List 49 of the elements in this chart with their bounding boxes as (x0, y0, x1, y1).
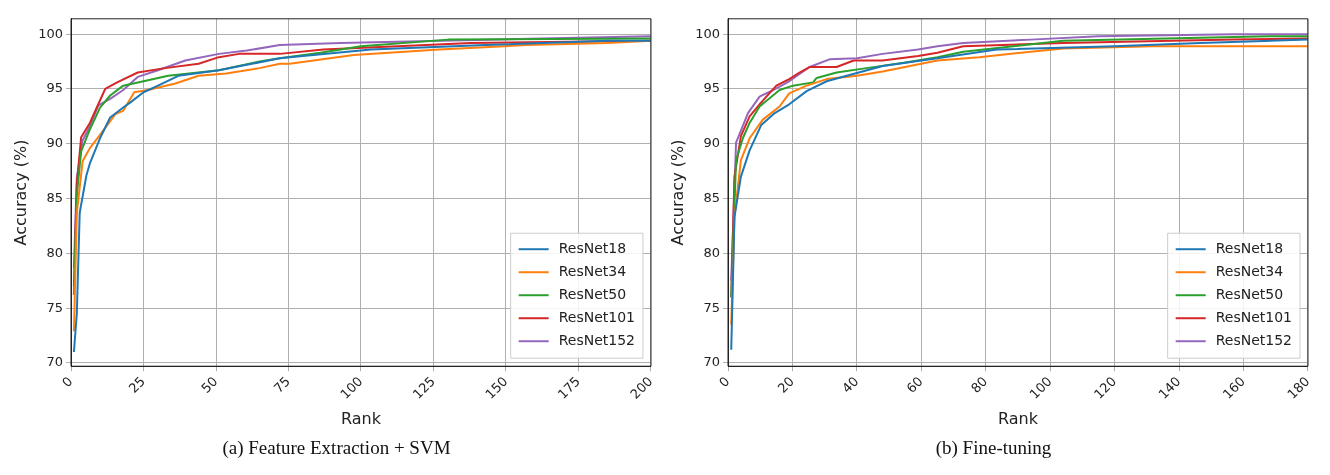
legend-label: ResNet18 (558, 239, 627, 256)
y-tick-label: 80 (46, 244, 64, 260)
legend-label: ResNet101 (558, 308, 635, 325)
x-tick-label: 125 (409, 373, 438, 402)
x-tick-label: 100 (337, 373, 366, 402)
y-tick-label: 90 (46, 135, 64, 151)
y-tick-label: 85 (46, 189, 64, 205)
x-tick-label: 20 (774, 373, 797, 396)
x-tick-label: 80 (967, 373, 991, 396)
legend-label: ResNet152 (558, 331, 635, 348)
y-tick-label: 70 (703, 354, 721, 370)
y-tick-label: 90 (703, 135, 721, 151)
text: (b) Fine-tuning (934, 437, 1053, 459)
x-tick-label: 175 (554, 373, 583, 402)
y-tick-label: 70 (46, 354, 64, 370)
x-tick-label: 200 (627, 373, 656, 402)
x-tick-label: 180 (1284, 373, 1313, 402)
legend-label: ResNet50 (1215, 285, 1284, 302)
x-axis-title: Rank (341, 408, 382, 428)
x-tick-label: 50 (198, 373, 221, 396)
x-tick-label: 75 (270, 373, 293, 396)
y-tick-label: 75 (703, 299, 721, 315)
legend-label: ResNet18 (1215, 239, 1284, 256)
x-tick-label: 140 (1155, 373, 1184, 402)
y-tick-label: 100 (695, 25, 721, 41)
text: (a) Feature Extraction + SVM (221, 437, 452, 459)
y-tick-label: 80 (703, 244, 721, 260)
x-tick-label: 40 (839, 373, 862, 396)
x-tick-label: 160 (1219, 373, 1249, 402)
y-axis-title: Accuracy (%) (10, 139, 30, 246)
y-tick-label: 95 (703, 80, 721, 96)
legend-label: ResNet34 (1215, 262, 1284, 279)
x-axis-title: Rank (998, 408, 1039, 428)
x-tick-label: 0 (59, 373, 76, 391)
x-tick-label: 150 (482, 373, 511, 402)
y-axis-title: Accuracy (%) (667, 139, 687, 246)
x-tick-label: 120 (1091, 373, 1120, 402)
y-tick-label: 85 (703, 189, 721, 205)
x-tick-label: 100 (1026, 373, 1055, 402)
legend-label: ResNet50 (558, 285, 627, 302)
legend-label: ResNet152 (1215, 331, 1292, 348)
legend-label: ResNet101 (1215, 308, 1292, 325)
x-tick-label: 60 (903, 373, 926, 396)
x-tick-label: 25 (125, 373, 149, 396)
legend-label: ResNet34 (558, 262, 627, 279)
y-tick-label: 75 (46, 299, 64, 315)
y-tick-label: 95 (46, 80, 64, 96)
y-tick-label: 100 (38, 25, 64, 41)
x-tick-label: 0 (716, 373, 733, 391)
